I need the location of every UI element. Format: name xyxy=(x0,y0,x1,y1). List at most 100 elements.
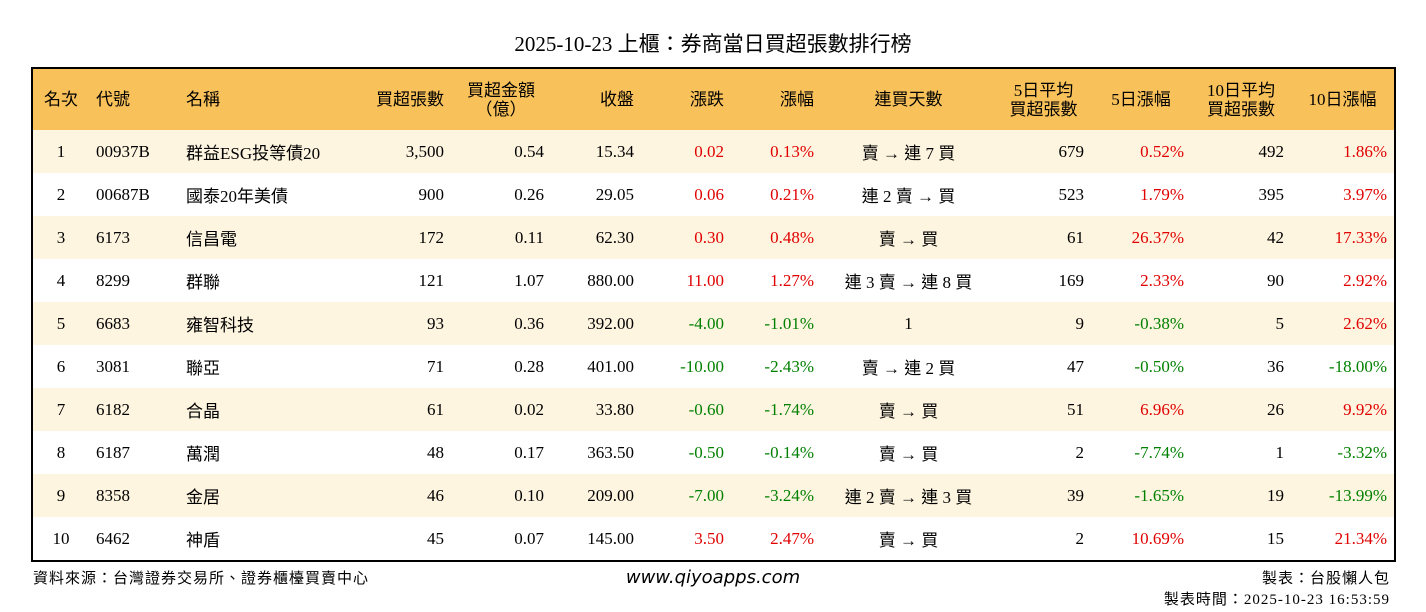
table-cell: 0.21% xyxy=(731,173,821,216)
table-cell: 45 xyxy=(351,517,451,561)
table-cell: 2.33% xyxy=(1091,259,1191,302)
table-cell: -13.99% xyxy=(1291,474,1395,517)
table-cell: 1 xyxy=(821,302,996,345)
header-cell: 代號 xyxy=(89,68,179,130)
table-cell: -0.60 xyxy=(641,388,731,431)
table-cell: 51 xyxy=(996,388,1091,431)
table-cell: 8299 xyxy=(89,259,179,302)
table-row: 4 8299 群聯 121 1.07 880.00 11.00 1.27% 連 3 賣 → 連 … xyxy=(32,259,1395,302)
table-cell: 賣 → 買 xyxy=(821,431,996,474)
table-cell: 信昌電 xyxy=(179,216,351,259)
table-cell: 6182 xyxy=(89,388,179,431)
table-cell: 0.54 xyxy=(451,130,551,173)
table-cell: 395 xyxy=(1191,173,1291,216)
table-cell: 6 xyxy=(32,345,89,388)
table-cell: 金居 xyxy=(179,474,351,517)
table-row: 10 6462 神盾 45 0.07 145.00 3.50 2.47% 賣 → 買 2 10.69… xyxy=(32,517,1395,561)
table-cell: 2.62% xyxy=(1291,302,1395,345)
table-cell: 6173 xyxy=(89,216,179,259)
table-cell: -0.50% xyxy=(1091,345,1191,388)
table-cell: 3.97% xyxy=(1291,173,1395,216)
table-cell: -7.74% xyxy=(1091,431,1191,474)
table-cell: 21.34% xyxy=(1291,517,1395,561)
table-cell: 3081 xyxy=(89,345,179,388)
table-cell: 0.02 xyxy=(451,388,551,431)
table-cell: 26 xyxy=(1191,388,1291,431)
table-row: 6 3081 聯亞 71 0.28 401.00 -10.00 -2.43% 賣 → 連 2 買… xyxy=(32,345,1395,388)
table-cell: 6462 xyxy=(89,517,179,561)
table-cell: 19 xyxy=(1191,474,1291,517)
table-cell: 群益ESG投等債20 xyxy=(179,130,351,173)
table-cell: 合晶 xyxy=(179,388,351,431)
table-cell: 2 xyxy=(32,173,89,216)
table-cell: -1.01% xyxy=(731,302,821,345)
table-cell: 48 xyxy=(351,431,451,474)
table-cell: 679 xyxy=(996,130,1091,173)
table-cell: 5 xyxy=(32,302,89,345)
table-cell: 2 xyxy=(996,517,1091,561)
table-cell: 3,500 xyxy=(351,130,451,173)
table-cell: -18.00% xyxy=(1291,345,1395,388)
table-cell: 00937B xyxy=(89,130,179,173)
table-cell: 0.48% xyxy=(731,216,821,259)
table-cell: 賣 → 買 xyxy=(821,216,996,259)
table-cell: 4 xyxy=(32,259,89,302)
table-row: 1 00937B 群益ESG投等債20 3,500 0.54 15.34 0.02 0.13%… xyxy=(32,130,1395,173)
table-cell: -0.50 xyxy=(641,431,731,474)
table-cell: 連 2 賣 → 連 3 買 xyxy=(821,474,996,517)
table-cell: 1 xyxy=(32,130,89,173)
table-cell: -0.14% xyxy=(731,431,821,474)
table-cell: -1.65% xyxy=(1091,474,1191,517)
source-note: 資料來源：台灣證券交易所、證券櫃檯買賣中心 xyxy=(33,571,370,587)
table-cell: 392.00 xyxy=(551,302,641,345)
table-cell: -4.00 xyxy=(641,302,731,345)
table-body: 1 00937B 群益ESG投等債20 3,500 0.54 15.34 0.02 0.13%… xyxy=(32,130,1395,561)
table-cell: 2.47% xyxy=(731,517,821,561)
table-cell: 9 xyxy=(32,474,89,517)
header-cell: 名次 xyxy=(32,68,89,130)
table-cell: 國泰20年美債 xyxy=(179,173,351,216)
table-cell: 神盾 xyxy=(179,517,351,561)
header-cell: 買超張數 xyxy=(351,68,451,130)
table-cell: 00687B xyxy=(89,173,179,216)
table-cell: 93 xyxy=(351,302,451,345)
site-url: www.qiyoapps.com xyxy=(625,567,801,588)
table-cell: -0.38% xyxy=(1091,302,1191,345)
table-cell: 5 xyxy=(1191,302,1291,345)
table-cell: 172 xyxy=(351,216,451,259)
ranking-table: 名次 代號 名稱 買超張數 買超金額 （億） 收盤 漲跌 漲幅 連買天數 5日平均 買超張數 5日漲… xyxy=(31,67,1396,562)
table-cell: 賣 → 連 7 買 xyxy=(821,130,996,173)
table-cell: 523 xyxy=(996,173,1091,216)
table-cell: -10.00 xyxy=(641,345,731,388)
table-cell: 6187 xyxy=(89,431,179,474)
table-cell: 群聯 xyxy=(179,259,351,302)
table-cell: 29.05 xyxy=(551,173,641,216)
table-cell: 10 xyxy=(32,517,89,561)
header-cell: 5日平均 買超張數 xyxy=(996,68,1091,130)
table-cell: 0.30 xyxy=(641,216,731,259)
table-cell: 15 xyxy=(1191,517,1291,561)
header-cell: 漲幅 xyxy=(731,68,821,130)
table-cell: -3.24% xyxy=(731,474,821,517)
table-cell: 賣 → 買 xyxy=(821,388,996,431)
table-cell: 71 xyxy=(351,345,451,388)
maker-note: 製表：台股懶人包 xyxy=(1261,571,1390,587)
table-cell: 17.33% xyxy=(1291,216,1395,259)
table-cell: 0.52% xyxy=(1091,130,1191,173)
table-cell: 8 xyxy=(32,431,89,474)
header-cell: 收盤 xyxy=(551,68,641,130)
table-cell: 46 xyxy=(351,474,451,517)
header-cell: 10日平均 買超張數 xyxy=(1191,68,1291,130)
table-cell: 1.07 xyxy=(451,259,551,302)
table-cell: 0.11 xyxy=(451,216,551,259)
table-cell: 6683 xyxy=(89,302,179,345)
table-cell: 11.00 xyxy=(641,259,731,302)
table-row: 3 6173 信昌電 172 0.11 62.30 0.30 0.48% 賣 → 買 61 26.3… xyxy=(32,216,1395,259)
header-cell: 10日漲幅 xyxy=(1291,68,1395,130)
table-cell: 雍智科技 xyxy=(179,302,351,345)
table-cell: 42 xyxy=(1191,216,1291,259)
table-cell: 47 xyxy=(996,345,1091,388)
table-cell: 900 xyxy=(351,173,451,216)
table-cell: 1.86% xyxy=(1291,130,1395,173)
